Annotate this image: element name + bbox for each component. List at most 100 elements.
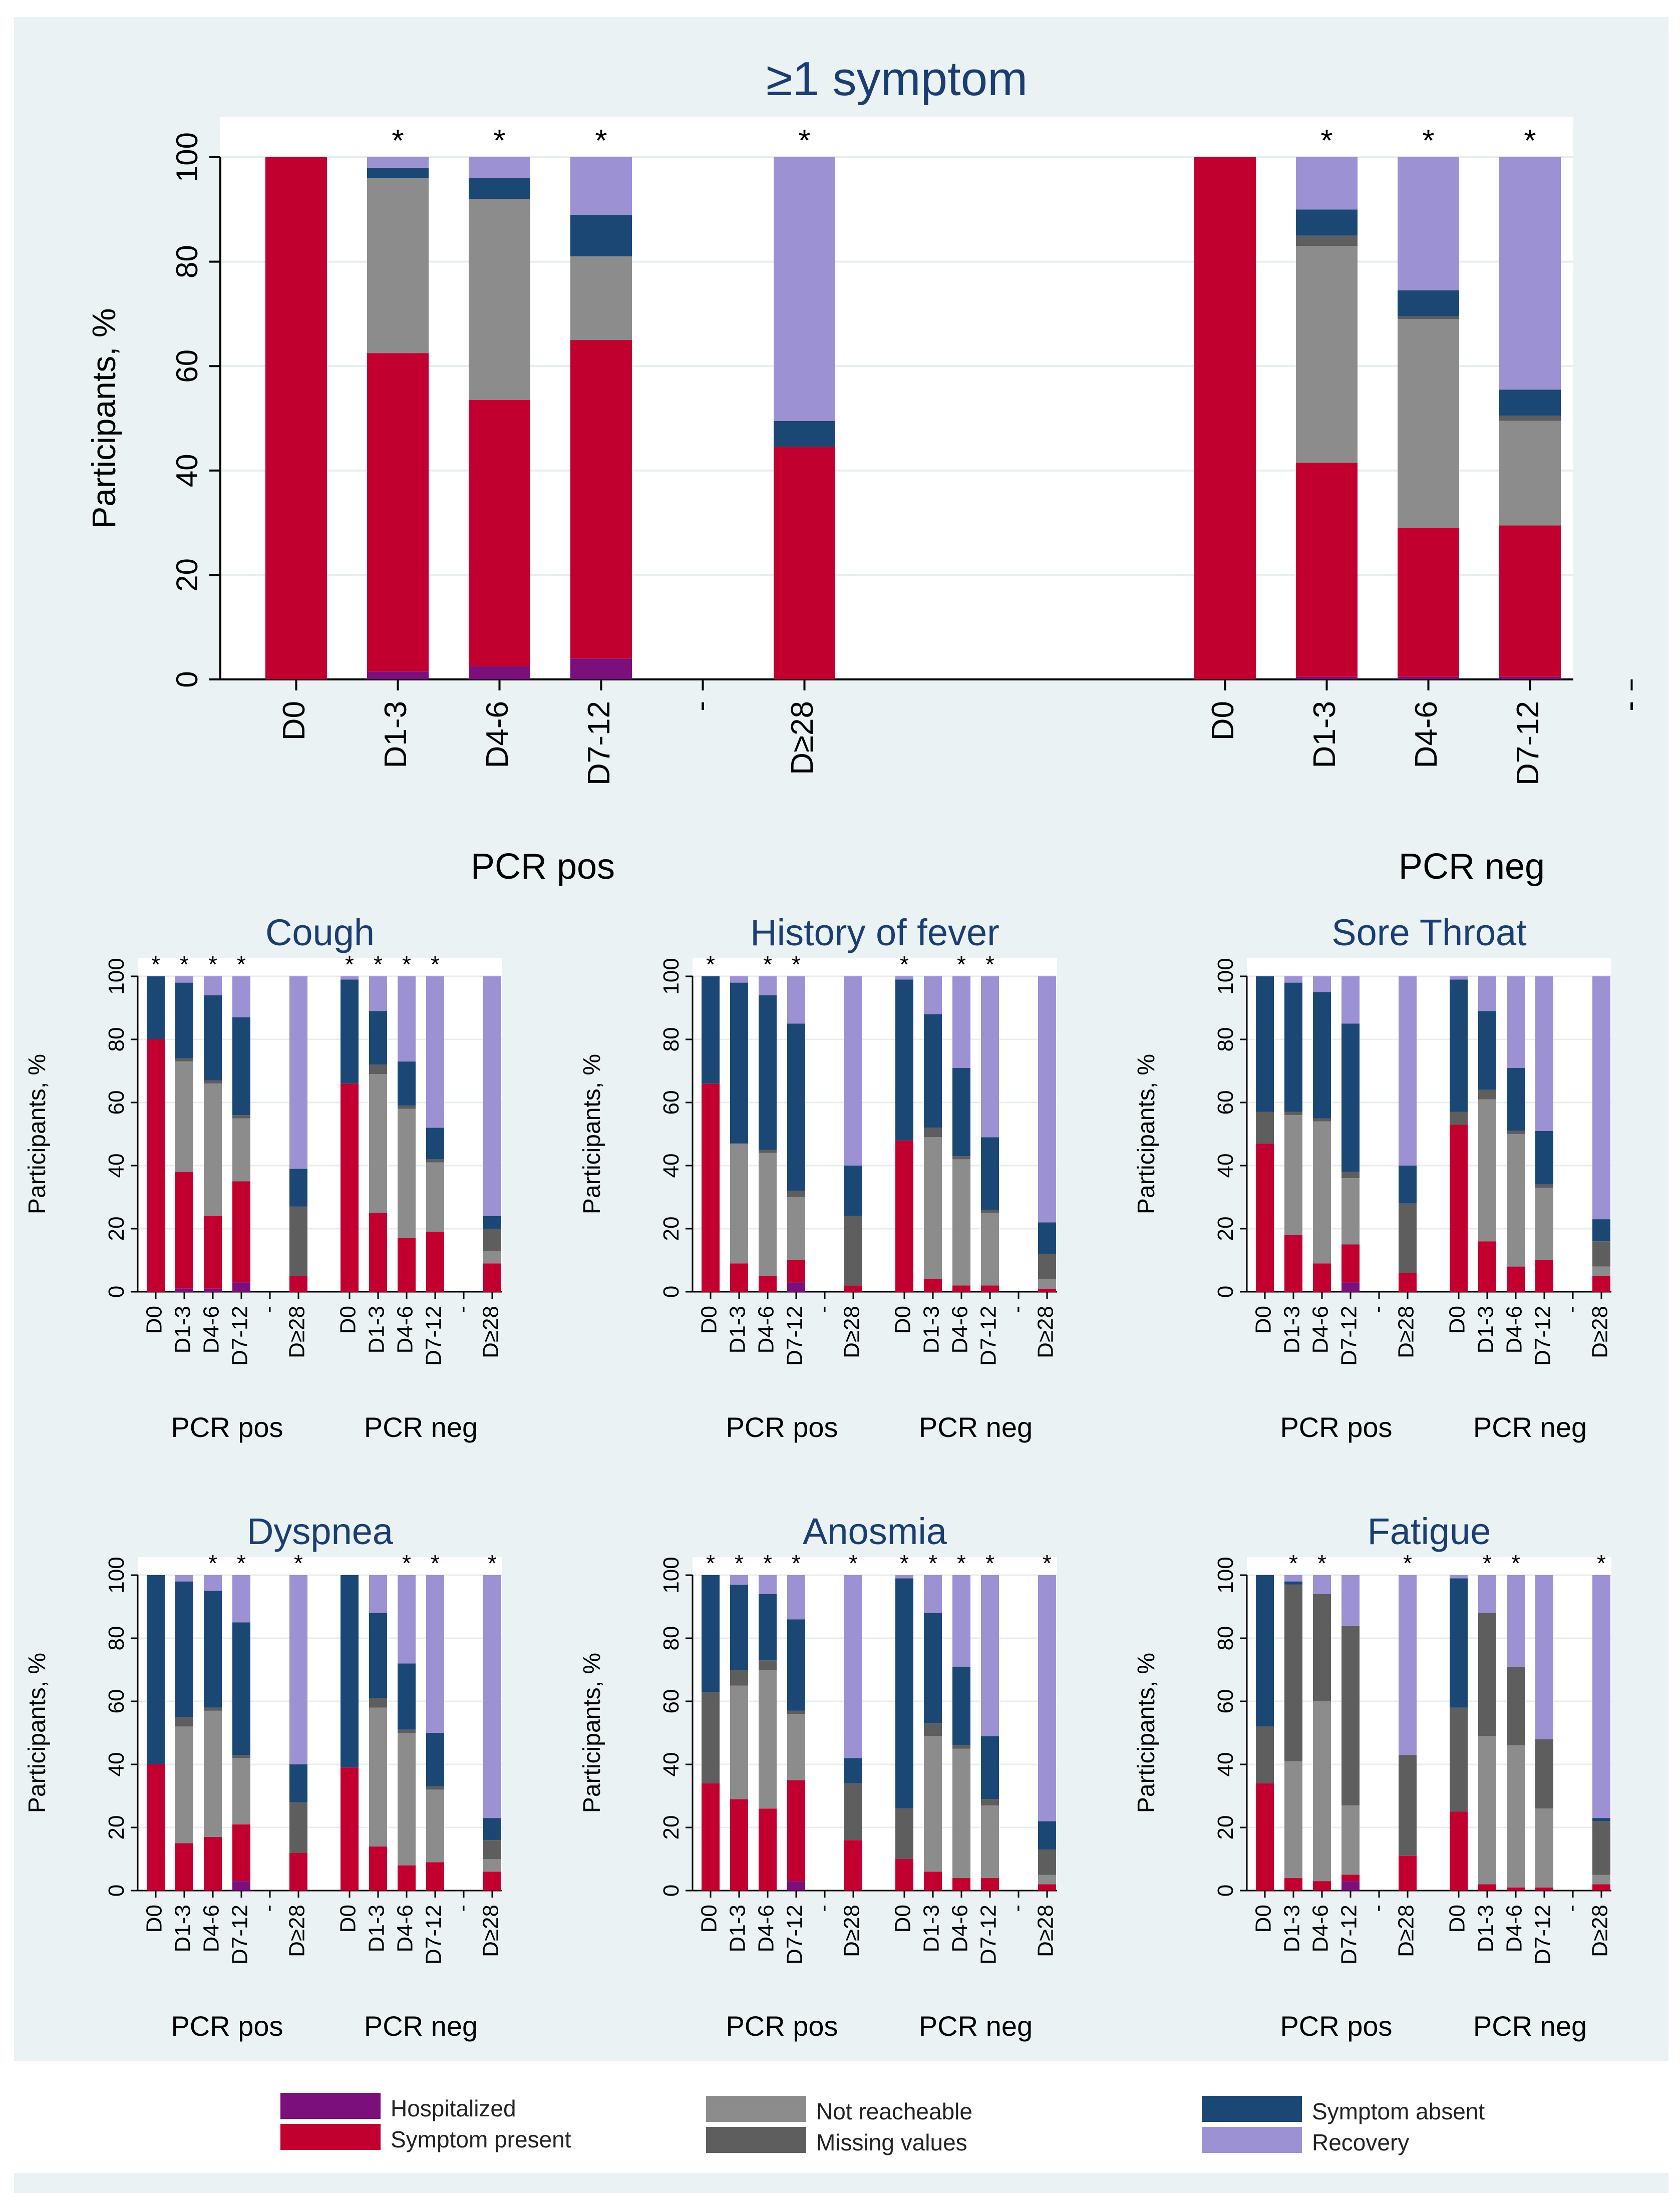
bar-segment-symptom-present bbox=[483, 1263, 501, 1292]
x-category-label: D4-6 bbox=[754, 1306, 779, 1353]
bar-segment-missing bbox=[369, 1064, 387, 1074]
x-category-label: D≥28 bbox=[785, 701, 820, 775]
x-category-label: - bbox=[811, 1905, 836, 1912]
bar-segment-symptom-absent bbox=[787, 1619, 805, 1711]
chart-title: ≥1 symptom bbox=[766, 52, 1028, 106]
y-tick-label: 40 bbox=[659, 1752, 684, 1777]
x-category-label: D0 bbox=[891, 1306, 915, 1334]
x-category-label: D0 bbox=[142, 1905, 167, 1933]
significance-star: * bbox=[763, 951, 772, 977]
bar-segment-missing bbox=[702, 1692, 720, 1783]
bar-segment-symptom-present bbox=[1284, 1878, 1302, 1891]
significance-star: * bbox=[1483, 1550, 1492, 1576]
y-tick-label: 100 bbox=[1213, 958, 1238, 994]
legend-label: Missing values bbox=[816, 2129, 967, 2155]
bar-segment-missing bbox=[232, 1115, 250, 1119]
bar-segment-not-reachable bbox=[469, 199, 530, 400]
bar-segment-recovery bbox=[895, 1575, 913, 1579]
bar-segment-symptom-absent bbox=[232, 1622, 250, 1755]
x-category-label: D≥28 bbox=[479, 1306, 503, 1358]
significance-star: * bbox=[1511, 1550, 1520, 1576]
bar-segment-missing bbox=[1592, 1821, 1610, 1875]
bar-segment-symptom-present bbox=[924, 1872, 942, 1891]
x-category-label: D7-12 bbox=[228, 1306, 252, 1366]
x-category-label: - bbox=[1366, 1306, 1390, 1313]
bar-segment-symptom-absent bbox=[844, 1758, 862, 1783]
significance-star: * bbox=[1320, 124, 1332, 158]
bar-segment-recovery bbox=[787, 1575, 805, 1620]
bar-segment-symptom-present bbox=[759, 1808, 777, 1891]
chart-title: Dyspnea bbox=[247, 1511, 394, 1552]
y-tick-label: 100 bbox=[659, 958, 684, 994]
bar-segment-not-reachable bbox=[1313, 1701, 1331, 1882]
chart-title: Fatigue bbox=[1368, 1511, 1491, 1552]
bar-segment-missing bbox=[787, 1191, 805, 1197]
bar-segment-symptom-absent bbox=[175, 982, 193, 1058]
significance-star: * bbox=[493, 124, 505, 158]
bar-segment-symptom-present bbox=[1499, 525, 1561, 677]
bar-segment-symptom-absent bbox=[1256, 976, 1274, 1112]
bar-segment-symptom-present bbox=[232, 1824, 250, 1882]
y-tick-label: 40 bbox=[1213, 1154, 1238, 1178]
bar-segment-not-reachable bbox=[1478, 1736, 1496, 1885]
y-tick-label: 60 bbox=[659, 1090, 684, 1115]
x-category-label: D0 bbox=[1251, 1905, 1276, 1933]
y-axis-label: Participants, % bbox=[1133, 1653, 1160, 1813]
legend-swatch bbox=[1202, 2096, 1302, 2122]
y-tick-label: 0 bbox=[659, 1286, 684, 1298]
bar-segment-not-reachable bbox=[1284, 1761, 1302, 1878]
significance-star: * bbox=[792, 951, 801, 977]
bar-segment-recovery bbox=[1535, 1575, 1553, 1739]
bar-segment-symptom-absent bbox=[341, 1575, 359, 1768]
significance-star: * bbox=[706, 951, 715, 977]
bar-segment-symptom-present bbox=[730, 1799, 748, 1891]
y-tick-label: 80 bbox=[659, 1626, 684, 1651]
bar-segment-missing bbox=[204, 1080, 222, 1084]
group-label: PCR neg bbox=[1399, 847, 1545, 887]
bar-segment-symptom-present bbox=[232, 1181, 250, 1283]
bar-segment-hospitalized bbox=[787, 1282, 805, 1292]
x-category-label: - bbox=[256, 1306, 281, 1313]
bar-segment-recovery bbox=[398, 976, 416, 1062]
bar-segment-not-reachable bbox=[787, 1197, 805, 1260]
bar-segment-hospitalized bbox=[570, 658, 632, 679]
bar-segment-missing bbox=[895, 1808, 913, 1859]
significance-star: * bbox=[900, 951, 909, 977]
significance-star: * bbox=[595, 124, 607, 158]
bar-segment-symptom-present bbox=[1535, 1260, 1553, 1292]
bar-segment-symptom-absent bbox=[1296, 209, 1358, 236]
bar-segment-not-reachable bbox=[1592, 1266, 1610, 1276]
significance-star: * bbox=[1403, 1550, 1412, 1576]
bar-segment-symptom-present bbox=[1194, 157, 1256, 679]
bar-segment-symptom-present bbox=[1450, 1125, 1468, 1292]
bar-segment-recovery bbox=[369, 976, 387, 1011]
bar-segment-missing bbox=[175, 1058, 193, 1062]
group-label: PCR neg bbox=[364, 2010, 478, 2042]
bar-segment-not-reachable bbox=[367, 178, 429, 353]
bar-segment-missing bbox=[204, 1707, 222, 1711]
bar-segment-symptom-present bbox=[1592, 1884, 1610, 1891]
bar-segment-not-reachable bbox=[1313, 1121, 1331, 1264]
group-label: PCR pos bbox=[171, 1411, 283, 1443]
bar-segment-symptom-absent bbox=[952, 1067, 970, 1157]
x-category-label: - bbox=[450, 1306, 475, 1313]
bar-segment-not-reachable bbox=[1592, 1875, 1610, 1885]
bar-segment-symptom-present bbox=[175, 1172, 193, 1289]
x-category-label: D1-3 bbox=[379, 701, 413, 768]
x-category-label: D≥28 bbox=[285, 1306, 309, 1358]
bar-segment-symptom-present bbox=[483, 1872, 501, 1891]
x-category-label: D7-12 bbox=[1531, 1905, 1555, 1965]
x-category-label: D0 bbox=[891, 1905, 915, 1933]
bar-segment-symptom-present bbox=[1256, 1783, 1274, 1891]
bar-segment-symptom-absent bbox=[147, 976, 165, 1039]
bar-segment-symptom-present bbox=[367, 353, 429, 672]
bar-segment-symptom-absent bbox=[981, 1137, 999, 1210]
y-tick-label: 0 bbox=[104, 1885, 129, 1897]
bar-segment-not-reachable bbox=[1341, 1178, 1360, 1245]
bar-segment-recovery bbox=[204, 976, 222, 995]
x-category-label: D1-3 bbox=[919, 1905, 944, 1952]
y-axis-label: Participants, % bbox=[85, 308, 122, 528]
